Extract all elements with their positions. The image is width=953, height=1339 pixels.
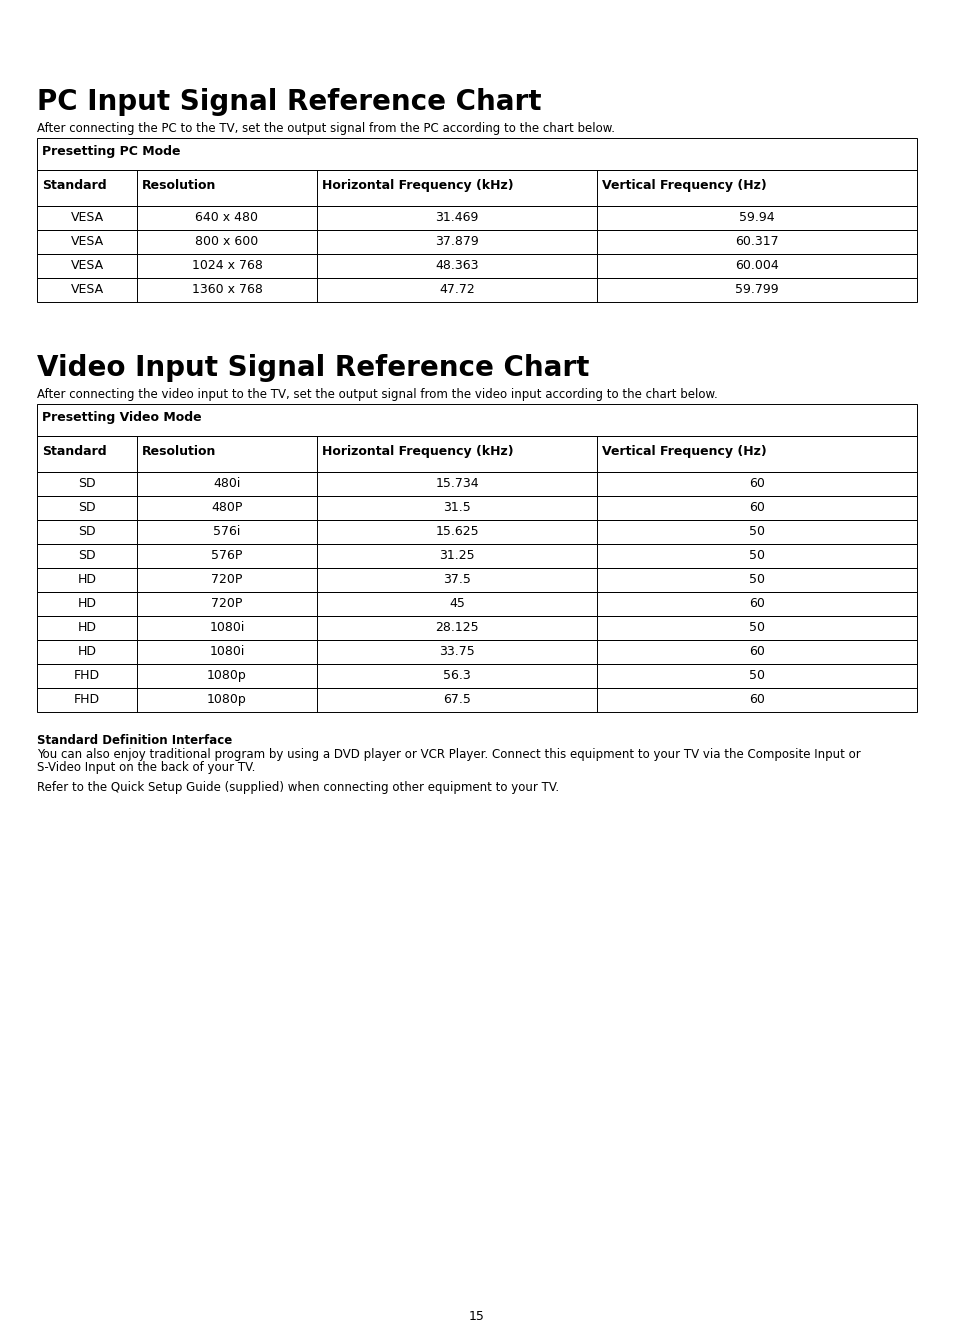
Text: 640 x 480: 640 x 480 bbox=[195, 212, 258, 224]
Text: Resolution: Resolution bbox=[142, 445, 216, 458]
Text: Standard: Standard bbox=[42, 179, 107, 191]
Text: 50: 50 bbox=[748, 573, 764, 586]
Text: After connecting the PC to the TV, set the output signal from the PC according t: After connecting the PC to the TV, set t… bbox=[37, 122, 615, 135]
Text: Standard Definition Interface: Standard Definition Interface bbox=[37, 734, 232, 747]
Text: 60: 60 bbox=[748, 501, 764, 514]
Text: Presetting Video Mode: Presetting Video Mode bbox=[42, 411, 201, 424]
Text: You can also enjoy traditional program by using a DVD player or VCR Player. Conn: You can also enjoy traditional program b… bbox=[37, 749, 860, 761]
Bar bbox=[37, 520, 916, 544]
Text: 31.5: 31.5 bbox=[442, 501, 471, 514]
Text: 1080i: 1080i bbox=[209, 621, 244, 633]
Text: 720P: 720P bbox=[212, 573, 242, 586]
Text: VESA: VESA bbox=[71, 212, 104, 224]
Text: SD: SD bbox=[78, 477, 95, 490]
Text: 60.317: 60.317 bbox=[735, 236, 778, 248]
Text: 31.25: 31.25 bbox=[438, 549, 475, 562]
Text: PC Input Signal Reference Chart: PC Input Signal Reference Chart bbox=[37, 88, 541, 116]
Text: 576i: 576i bbox=[213, 525, 240, 538]
Text: FHD: FHD bbox=[74, 694, 100, 706]
Text: HD: HD bbox=[77, 645, 96, 657]
Text: 60.004: 60.004 bbox=[735, 258, 778, 272]
Text: 31.469: 31.469 bbox=[435, 212, 478, 224]
Bar bbox=[37, 544, 916, 568]
Bar bbox=[37, 592, 916, 616]
Bar bbox=[37, 170, 916, 206]
Text: Resolution: Resolution bbox=[142, 179, 216, 191]
Text: 50: 50 bbox=[748, 525, 764, 538]
Text: 1080p: 1080p bbox=[207, 670, 247, 682]
Text: 60: 60 bbox=[748, 597, 764, 611]
Text: VESA: VESA bbox=[71, 258, 104, 272]
Text: 15.734: 15.734 bbox=[435, 477, 478, 490]
Bar bbox=[37, 568, 916, 592]
Text: 60: 60 bbox=[748, 477, 764, 490]
Text: 28.125: 28.125 bbox=[435, 621, 478, 633]
Text: 60: 60 bbox=[748, 694, 764, 706]
Text: Horizontal Frequency (kHz): Horizontal Frequency (kHz) bbox=[322, 179, 513, 191]
Text: After connecting the video input to the TV, set the output signal from the video: After connecting the video input to the … bbox=[37, 388, 717, 400]
Text: 480i: 480i bbox=[213, 477, 240, 490]
Text: 59.94: 59.94 bbox=[739, 212, 774, 224]
Text: 50: 50 bbox=[748, 621, 764, 633]
Text: 59.799: 59.799 bbox=[735, 283, 778, 296]
Bar bbox=[37, 664, 916, 688]
Bar bbox=[37, 437, 916, 473]
Text: 37.879: 37.879 bbox=[435, 236, 478, 248]
Text: 33.75: 33.75 bbox=[438, 645, 475, 657]
Text: Video Input Signal Reference Chart: Video Input Signal Reference Chart bbox=[37, 353, 589, 382]
Text: 576P: 576P bbox=[212, 549, 242, 562]
Bar bbox=[37, 473, 916, 495]
Text: Refer to the Quick Setup Guide (supplied) when connecting other equipment to you: Refer to the Quick Setup Guide (supplied… bbox=[37, 781, 558, 794]
Bar bbox=[37, 640, 916, 664]
Text: S-Video Input on the back of your TV.: S-Video Input on the back of your TV. bbox=[37, 761, 255, 774]
Bar bbox=[37, 138, 916, 170]
Bar bbox=[37, 404, 916, 437]
Text: 15.625: 15.625 bbox=[435, 525, 478, 538]
Text: 1024 x 768: 1024 x 768 bbox=[192, 258, 262, 272]
Bar bbox=[37, 495, 916, 520]
Text: 720P: 720P bbox=[212, 597, 242, 611]
Bar bbox=[37, 279, 916, 303]
Text: 37.5: 37.5 bbox=[442, 573, 471, 586]
Bar bbox=[37, 688, 916, 712]
Text: 1360 x 768: 1360 x 768 bbox=[192, 283, 262, 296]
Text: HD: HD bbox=[77, 597, 96, 611]
Text: 50: 50 bbox=[748, 670, 764, 682]
Text: 47.72: 47.72 bbox=[438, 283, 475, 296]
Text: 1080p: 1080p bbox=[207, 694, 247, 706]
Text: 1080i: 1080i bbox=[209, 645, 244, 657]
Text: 48.363: 48.363 bbox=[435, 258, 478, 272]
Text: SD: SD bbox=[78, 549, 95, 562]
Text: Vertical Frequency (Hz): Vertical Frequency (Hz) bbox=[601, 179, 766, 191]
Text: SD: SD bbox=[78, 501, 95, 514]
Text: FHD: FHD bbox=[74, 670, 100, 682]
Text: HD: HD bbox=[77, 573, 96, 586]
Bar bbox=[37, 254, 916, 279]
Text: VESA: VESA bbox=[71, 283, 104, 296]
Text: 15: 15 bbox=[469, 1310, 484, 1323]
Text: 56.3: 56.3 bbox=[442, 670, 471, 682]
Text: 480P: 480P bbox=[212, 501, 242, 514]
Bar bbox=[37, 616, 916, 640]
Text: Horizontal Frequency (kHz): Horizontal Frequency (kHz) bbox=[322, 445, 513, 458]
Text: 800 x 600: 800 x 600 bbox=[195, 236, 258, 248]
Text: VESA: VESA bbox=[71, 236, 104, 248]
Text: 60: 60 bbox=[748, 645, 764, 657]
Text: Standard: Standard bbox=[42, 445, 107, 458]
Text: 45: 45 bbox=[449, 597, 464, 611]
Text: 50: 50 bbox=[748, 549, 764, 562]
Bar bbox=[37, 230, 916, 254]
Text: Vertical Frequency (Hz): Vertical Frequency (Hz) bbox=[601, 445, 766, 458]
Text: HD: HD bbox=[77, 621, 96, 633]
Text: SD: SD bbox=[78, 525, 95, 538]
Text: 67.5: 67.5 bbox=[442, 694, 471, 706]
Text: Presetting PC Mode: Presetting PC Mode bbox=[42, 145, 180, 158]
Bar bbox=[37, 206, 916, 230]
